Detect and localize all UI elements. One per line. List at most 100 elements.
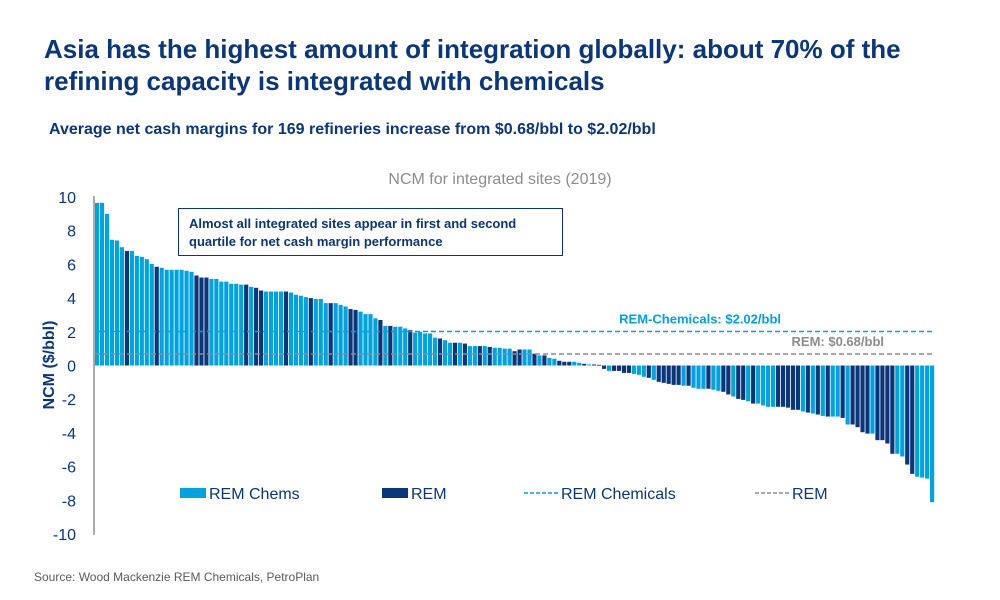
bar-rem	[661, 365, 666, 383]
bar-rem-chems	[318, 298, 323, 366]
bar-rem	[348, 309, 353, 366]
bar-rem-chems	[651, 365, 656, 380]
y-tick-label: -6	[62, 460, 76, 477]
bar-rem-chems	[766, 365, 771, 407]
bar-rem-chems	[398, 326, 403, 366]
bar-rem-chems	[428, 333, 433, 366]
bar-rem-chems	[114, 240, 120, 366]
bars	[95, 202, 935, 503]
bar-rem-chems	[159, 267, 164, 366]
bar-rem	[601, 365, 607, 369]
bar-rem	[452, 342, 458, 366]
bar-rem-chems	[925, 365, 930, 479]
bar-rem	[741, 365, 746, 400]
bar-rem-chems	[298, 295, 303, 366]
bar-rem-chems	[343, 306, 348, 366]
bar-rem	[487, 346, 492, 366]
bar-rem	[905, 365, 910, 465]
bar-rem-chems	[915, 365, 920, 477]
bar-rem-chems	[895, 365, 900, 454]
bar-rem-chems	[234, 283, 239, 366]
bar-rem	[785, 365, 791, 408]
y-tick-label: 2	[67, 325, 76, 342]
bar-rem	[621, 365, 627, 373]
bar-rem	[542, 355, 547, 366]
bar-rem	[646, 365, 651, 378]
reference-line-label: REM: $0.68/bbl	[792, 334, 884, 349]
bar-rem-chems	[900, 365, 905, 457]
bar-rem	[388, 325, 393, 366]
bar-rem	[910, 365, 915, 474]
bar-rem-chems	[716, 365, 721, 391]
bar-rem	[437, 338, 443, 366]
y-tick-label: -10	[53, 527, 76, 544]
bar-rem	[597, 364, 602, 366]
bar-rem	[408, 330, 413, 366]
bar-rem	[840, 365, 845, 418]
bar-rem	[353, 309, 358, 366]
bar-rem	[656, 365, 661, 382]
bar-rem	[805, 365, 810, 413]
y-axis-label: NCM ($/bbl)	[41, 321, 58, 410]
bar-rem-chems	[288, 292, 294, 366]
bar-rem	[825, 365, 830, 417]
legend-swatch	[180, 488, 206, 498]
bar-rem-chems	[273, 291, 279, 366]
reference-lines: REM-Chemicals: $2.02/bbl REM: $0.68/bbl	[95, 311, 935, 355]
bar-rem-chems	[502, 348, 507, 366]
bar-rem-chems	[368, 314, 373, 366]
bar-rem-chems	[413, 332, 418, 366]
bar-rem-chems	[731, 365, 736, 397]
bar-rem-chems	[134, 255, 139, 366]
bar-rem-chems	[770, 365, 776, 407]
bar-rem	[875, 365, 880, 441]
bar-rem	[616, 365, 622, 371]
bar-rem-chems	[577, 362, 582, 366]
bar-rem-chems	[845, 365, 850, 425]
bar-rem	[154, 266, 159, 366]
bar-rem	[567, 361, 572, 366]
y-tick-label: -8	[62, 493, 76, 510]
bar-rem-chems	[711, 365, 716, 390]
bar-rem-chems	[239, 284, 244, 366]
bar-rem	[259, 290, 264, 366]
bar-rem	[790, 365, 796, 410]
bar-rem-chems	[338, 304, 343, 366]
bar-rem-chems	[835, 365, 840, 417]
bar-rem-chems	[432, 337, 438, 366]
bar-rem	[557, 360, 562, 366]
bar-rem	[124, 250, 129, 366]
bar-rem-chems	[472, 346, 477, 366]
bar-rem-chems	[492, 347, 497, 366]
bar-rem	[308, 298, 313, 366]
bar-rem-chems	[333, 303, 338, 366]
bar-rem	[626, 365, 631, 373]
bar-rem	[194, 275, 199, 366]
bar-rem-chems	[820, 365, 825, 416]
bar-rem	[726, 365, 731, 395]
bar-rem	[328, 303, 333, 366]
bar-rem	[780, 365, 786, 407]
y-tick-label: -2	[62, 392, 76, 409]
bar-rem-chems	[761, 365, 766, 406]
bar-rem-chems	[587, 364, 592, 366]
bar-rem-chems	[373, 318, 378, 366]
bar-rem-chems	[99, 202, 105, 366]
bar-rem	[815, 365, 820, 415]
bar-rem-chems	[482, 346, 487, 366]
bar-rem	[582, 363, 587, 366]
y-tick-label: 4	[67, 291, 76, 308]
bar-rem-chems	[363, 314, 368, 366]
bar-rem-chems	[746, 365, 751, 402]
bar-rem-chems	[164, 269, 169, 366]
bar-rem-chems	[169, 269, 174, 366]
bar-rem-chems	[144, 259, 149, 366]
bar-rem	[592, 364, 597, 366]
bar-rem-chems	[95, 202, 100, 366]
bar-rem	[850, 365, 855, 425]
bar-rem-chems	[681, 365, 686, 386]
y-tick-label: 0	[67, 359, 76, 376]
bar-rem-chems	[109, 239, 115, 366]
page-title: Asia has the highest amount of integrati…	[44, 34, 901, 96]
